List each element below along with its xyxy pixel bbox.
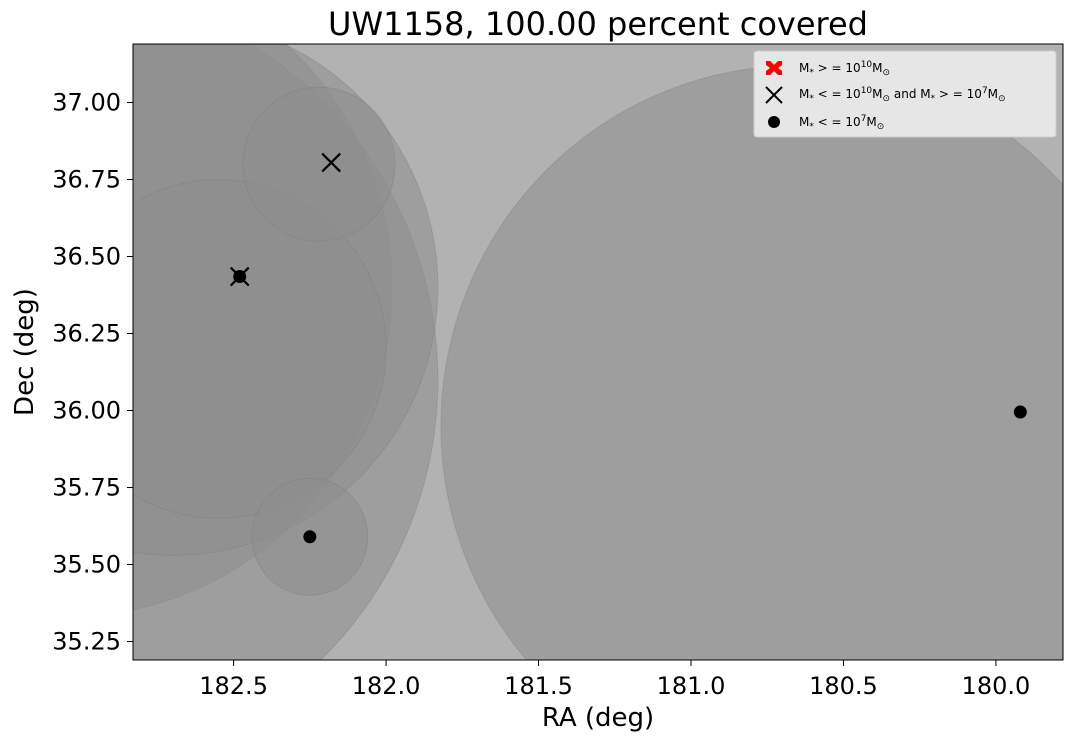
legend: M* > = 1010M⊙ M* < = 1010M⊙ and M* > = 1…	[753, 50, 1057, 138]
y-tick-label: 36.25	[52, 320, 121, 348]
series-1-point-0	[321, 152, 341, 173]
x-axis-label: RA (deg)	[542, 703, 654, 733]
x-axis-ticks: 182.5 182.0 181.5 181.0 180.5 180.0	[199, 660, 1030, 700]
x-tick-label: 182.0	[352, 672, 421, 700]
series-2-point-2	[1013, 405, 1027, 419]
coverage-region-5	[242, 86, 396, 242]
x-tick-label: 181.5	[504, 672, 573, 700]
y-tick-label: 37.00	[52, 89, 121, 117]
x-tick-label: 180.5	[809, 672, 878, 700]
legend-label-mid-mass: M* < = 1010M⊙ and M* > = 107M⊙	[799, 86, 1006, 104]
red-filled-x-icon	[766, 61, 782, 75]
data-points	[229, 152, 1027, 544]
black-dot-icon	[768, 116, 780, 128]
black-x-icon	[765, 86, 783, 104]
y-axis-ticks: 35.25 35.50 35.75 36.00 36.25 36.50 36.75 37.00	[52, 89, 133, 656]
y-tick-label: 36.50	[52, 243, 121, 271]
legend-entry-mid-mass: M* < = 1010M⊙ and M* > = 107M⊙	[765, 86, 1006, 104]
chart-title: UW1158, 100.00 percent covered	[328, 5, 868, 43]
plot-frame	[132, 43, 1064, 661]
series-2-point-1	[303, 530, 317, 544]
x-tick-label: 182.5	[199, 672, 268, 700]
y-tick-label: 36.75	[52, 166, 121, 194]
legend-box	[753, 50, 1057, 138]
y-tick-label: 35.25	[52, 628, 121, 656]
y-axis-label: Dec (deg)	[10, 288, 40, 416]
y-tick-label: 36.00	[52, 397, 121, 425]
x-tick-label: 181.0	[657, 672, 726, 700]
y-tick-label: 35.50	[52, 551, 121, 579]
series-2-point-0	[233, 270, 247, 284]
y-tick-label: 35.75	[52, 474, 121, 502]
coverage-region-4	[133, 179, 387, 519]
x-tick-label: 180.0	[962, 672, 1031, 700]
